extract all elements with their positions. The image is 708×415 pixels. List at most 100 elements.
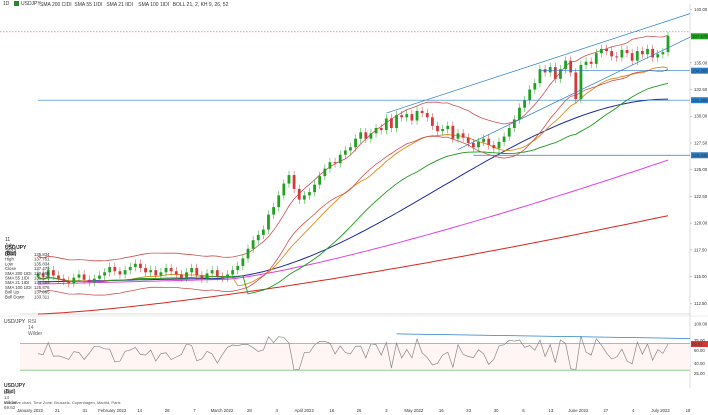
candle-body-81 <box>451 125 455 139</box>
candle-body-76 <box>425 113 429 118</box>
x-tick-label-3: February 2022 <box>98 408 127 413</box>
price-tag-bg-3 <box>691 152 708 159</box>
legend-row-value-3: 137.479 <box>34 266 50 271</box>
candle-body-114 <box>620 49 624 58</box>
candle-body-53 <box>308 192 311 196</box>
rsi-y-tick-2: 60.00 <box>694 348 705 353</box>
candle-body-122 <box>661 52 665 55</box>
symbol-label: USDJPY <box>21 1 41 7</box>
candle-body-6 <box>67 280 71 283</box>
legend-row-value-2: 135.834 <box>34 261 50 266</box>
candle-body-39 <box>236 265 240 271</box>
legend-row-label-8: Boll Up <box>5 290 19 295</box>
x-tick-label-19: 13 <box>549 408 554 413</box>
x-tick-label-21: 27 <box>603 408 608 413</box>
x-tick-label-24: 18 <box>686 408 691 413</box>
candle-body-3 <box>51 270 55 276</box>
y-tick-label-11: 140.00 <box>694 7 708 12</box>
trendline-lower <box>457 36 691 150</box>
candle-body-88 <box>487 138 491 146</box>
symbol-flag-icon <box>14 1 19 6</box>
legend-row-value-8: 137.665 <box>34 290 50 295</box>
legend-row-value-6: 134.469 <box>34 280 50 285</box>
candle-body-71 <box>400 115 404 118</box>
candle-body-15 <box>113 266 117 272</box>
candle-body-48 <box>282 183 286 196</box>
candle-body-22 <box>149 270 153 273</box>
price-tag-bg-2 <box>691 97 708 104</box>
rsi-line <box>37 335 669 371</box>
y-tick-label-3: 120.00 <box>694 221 708 226</box>
legend-row-label-6: SMA 21 1IDI <box>5 280 29 285</box>
x-tick-label-6: 7 <box>193 408 196 413</box>
y-tick-label-1: 115.00 <box>694 274 707 279</box>
candle-body-119 <box>646 48 649 55</box>
candle-body-98 <box>538 69 542 84</box>
candle-body-87 <box>482 138 486 142</box>
candle-body-72 <box>405 114 409 118</box>
candle-body-94 <box>518 107 521 120</box>
candle-body-123 <box>666 36 670 53</box>
candle-body-64 <box>364 132 368 139</box>
candle-body-85 <box>471 142 475 148</box>
x-tick-label-2: 31 <box>82 408 87 413</box>
candle-body-120 <box>651 48 655 58</box>
candle-body-103 <box>564 60 567 70</box>
y-tick-label-0: 112.50 <box>694 301 707 306</box>
candle-body-2 <box>46 270 50 277</box>
candle-body-57 <box>328 162 332 169</box>
timeframe-label[interactable]: 1D <box>3 1 10 7</box>
boll-lower-line <box>37 69 669 296</box>
candle-body-61 <box>349 147 352 151</box>
x-tick-label-4: 14 <box>137 408 142 413</box>
candle-body-12 <box>98 275 101 279</box>
x-tick-label-8: 28 <box>247 408 252 413</box>
x-tick-label-13: 2 <box>385 408 388 413</box>
candle-body-26 <box>169 268 173 272</box>
y-tick-label-6: 127.50 <box>694 140 708 145</box>
candle-body-70 <box>395 115 398 128</box>
candle-body-75 <box>420 110 424 114</box>
rsi-y-tick-0: 25.00 <box>694 371 705 376</box>
candle-body-0 <box>36 273 40 277</box>
candle-body-118 <box>640 51 644 55</box>
candle-body-29 <box>185 272 188 278</box>
candle-body-16 <box>118 271 122 275</box>
candle-body-96 <box>528 89 532 101</box>
rsi-last-tag <box>691 341 708 348</box>
candle-body-91 <box>502 136 506 142</box>
y-tick-label-5: 125.00 <box>694 167 708 172</box>
candle-body-58 <box>333 162 337 164</box>
candle-body-41 <box>246 248 250 259</box>
candle-body-21 <box>144 268 147 273</box>
x-tick-label-22: 4 <box>632 408 635 413</box>
candle-body-54 <box>313 184 316 193</box>
kijun-line <box>37 82 669 295</box>
candle-body-33 <box>205 273 209 279</box>
candle-body-65 <box>369 133 373 139</box>
y-tick-label-4: 122.50 <box>694 194 708 199</box>
legend-row-value-1: 137.751 <box>34 257 50 262</box>
candle-body-109 <box>594 53 598 64</box>
y-tick-label-9: 135.00 <box>694 60 708 65</box>
candle-body-83 <box>461 133 465 138</box>
y-tick-label-7: 130.00 <box>694 114 708 119</box>
candle-body-5 <box>62 278 66 281</box>
candle-body-121 <box>656 54 660 58</box>
candle-body-69 <box>390 118 393 128</box>
rsi-symbol: USD/JPY <box>4 319 26 325</box>
candle-body-60 <box>343 150 347 155</box>
candle-body-116 <box>630 53 634 61</box>
legend-date: 11 July 2022 <box>5 237 17 255</box>
price-tag-label-1: 134.260 <box>692 68 708 73</box>
candle-body-25 <box>164 268 168 273</box>
legend-row-value-7: 125.876 <box>34 285 50 290</box>
rsi-legend-title: USD/JPY (Bid) <box>4 383 26 395</box>
rsi-band-fill <box>20 343 690 371</box>
candle-body-45 <box>267 214 270 230</box>
x-tick-label-10: April 2022 <box>294 408 314 413</box>
rsi-indicator-name: RSI 14 Wilder <box>28 319 43 337</box>
candle-body-92 <box>507 128 511 137</box>
